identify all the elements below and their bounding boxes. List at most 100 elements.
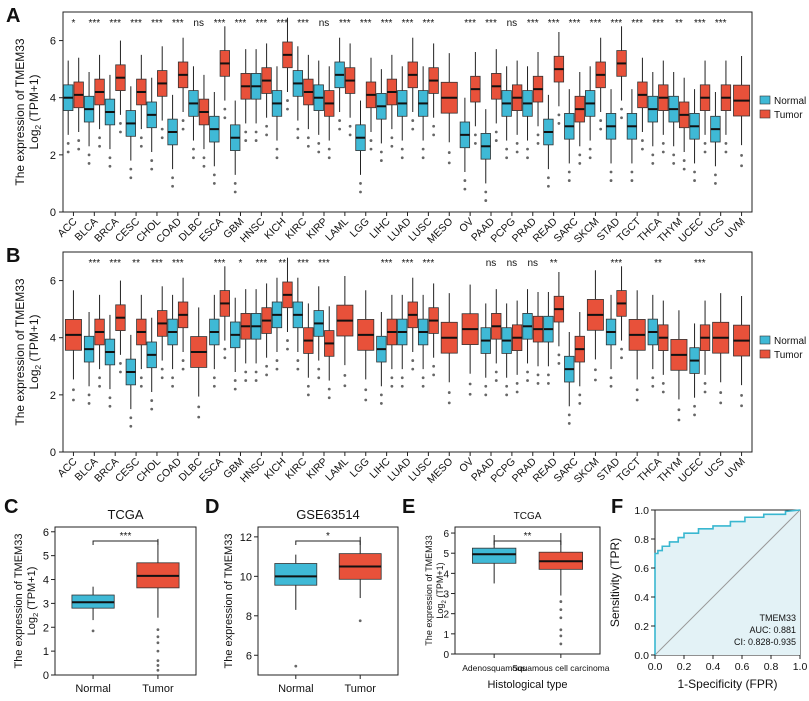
normal-outlier xyxy=(150,159,154,162)
normal-outlier xyxy=(296,127,300,131)
x-tick-label: Adenosquamous xyxy=(462,663,526,673)
normal-outlier xyxy=(129,416,133,420)
tumor-outlier xyxy=(265,124,268,128)
significance-label: *** xyxy=(652,18,664,29)
tumor-outlier xyxy=(515,150,519,154)
normal-outlier xyxy=(651,153,655,157)
normal-outlier xyxy=(108,164,112,168)
normal-outlier xyxy=(547,382,550,385)
legend-swatch-tumor xyxy=(759,109,771,119)
normal-outlier xyxy=(87,153,91,157)
y-tick-label: 6 xyxy=(443,529,449,540)
x-tick-label: LAML xyxy=(323,456,351,484)
normal-outlier xyxy=(463,179,467,182)
normal-outlier xyxy=(66,142,70,145)
normal-outlier xyxy=(338,127,342,131)
normal-outlier xyxy=(275,359,279,362)
normal-outlier xyxy=(421,156,425,160)
significance-label: *** xyxy=(151,258,163,269)
x-tick-label-group: KICH xyxy=(262,456,288,482)
tumor-outlier xyxy=(244,379,248,382)
normal-outlier xyxy=(129,167,133,171)
significance-label: *** xyxy=(485,18,497,29)
normal-outlier xyxy=(296,136,300,140)
y-tick-label: 0.8 xyxy=(634,534,649,546)
y-tick-label: 4 xyxy=(50,333,56,345)
y-tick-label: 6 xyxy=(50,36,56,48)
significance-label: *** xyxy=(318,258,330,269)
tumor-outlier xyxy=(661,382,665,385)
tumor-outlier xyxy=(98,376,101,380)
tumor-outlier xyxy=(559,600,563,603)
tumor-outlier xyxy=(536,133,540,137)
x-axis-title: Histological type xyxy=(487,679,567,691)
normal-outlier xyxy=(233,190,237,194)
tumor-outlier xyxy=(432,364,436,368)
plot-frame xyxy=(62,251,753,453)
x-tick-label-group: UCS xyxy=(703,216,727,240)
tumor-outlier xyxy=(156,635,160,639)
normal-outlier xyxy=(87,402,91,405)
tumor-outlier xyxy=(411,127,415,131)
normal-outlier xyxy=(108,156,112,160)
normal-outlier xyxy=(693,404,696,408)
y-axis-title: The expression of TMEM33 Log2 (TPM+1) xyxy=(424,535,448,645)
plot-frame xyxy=(454,526,601,655)
tumor-outlier xyxy=(515,382,519,385)
x-tick-label: 0.8 xyxy=(764,661,779,673)
legend-label-normal: Normal xyxy=(774,336,806,347)
x-tick-label: UCEC xyxy=(676,215,706,245)
normal-outlier xyxy=(233,379,237,382)
normal-outlier xyxy=(317,376,321,380)
tumor-outlier xyxy=(119,122,122,125)
y-tick-label: 1 xyxy=(443,630,449,641)
y-tick-label: 12 xyxy=(240,532,252,544)
significance-label: ** xyxy=(675,18,683,29)
normal-outlier xyxy=(630,170,634,174)
significance-label: *** xyxy=(172,18,184,29)
tumor-outlier xyxy=(515,142,519,145)
tumor-outlier xyxy=(411,359,415,362)
tumor-outlier xyxy=(594,378,597,382)
tumor-outlier xyxy=(557,353,561,357)
tumor-outlier xyxy=(139,376,143,380)
x-tick-label-group: UCEC xyxy=(676,215,706,245)
y-tick-label: 4 xyxy=(443,569,449,580)
normal-outlier xyxy=(129,424,133,428)
normal-outlier xyxy=(275,156,279,160)
y-tick-label: 0 xyxy=(50,447,56,459)
y-axis-title-line: Log2 (TPM+1) xyxy=(26,567,40,636)
normal-outlier xyxy=(609,170,613,174)
x-tick-label: HNSC xyxy=(238,455,268,485)
significance-label: *** xyxy=(610,258,622,269)
normal-outlier xyxy=(630,179,634,182)
normal-outlier xyxy=(484,199,488,202)
normal-outlier xyxy=(505,384,509,388)
panel-title: TCGA xyxy=(107,507,143,522)
normal-outlier xyxy=(359,190,362,194)
panel-F: 0.00.0 0.2 0.2 0.4 0.4 0.6 0.6 0.8 0.8 1.0 1.0 TMEM… xyxy=(608,505,807,691)
normal-outlier xyxy=(379,159,383,162)
x-tick-label-group: LGG xyxy=(348,456,372,480)
tumor-outlier xyxy=(160,376,164,380)
significance-label: *** xyxy=(402,258,414,269)
significance-label: *** xyxy=(527,18,539,29)
x-tick-label: Normal xyxy=(278,683,313,695)
x-tick-label-group: ESCA xyxy=(197,456,226,485)
tumor-outlier xyxy=(390,136,394,140)
y-tick-label: 0.4 xyxy=(634,592,649,604)
tumor-outlier xyxy=(620,107,623,111)
normal-outlier xyxy=(505,147,509,151)
x-tick-label-group: LGG xyxy=(348,216,372,240)
normal-outlier xyxy=(296,367,300,371)
y-tick-label: 6 xyxy=(50,276,56,288)
panel-letter: E xyxy=(402,496,415,518)
tumor-outlier xyxy=(369,147,373,151)
tumor-outlier xyxy=(703,390,707,394)
tumor-outlier xyxy=(740,154,743,157)
normal-outlier xyxy=(87,393,91,397)
normal-outlier xyxy=(547,176,550,180)
significance-label: *** xyxy=(256,258,268,269)
tumor-outlier xyxy=(515,390,519,394)
significance-label: ** xyxy=(524,531,532,542)
